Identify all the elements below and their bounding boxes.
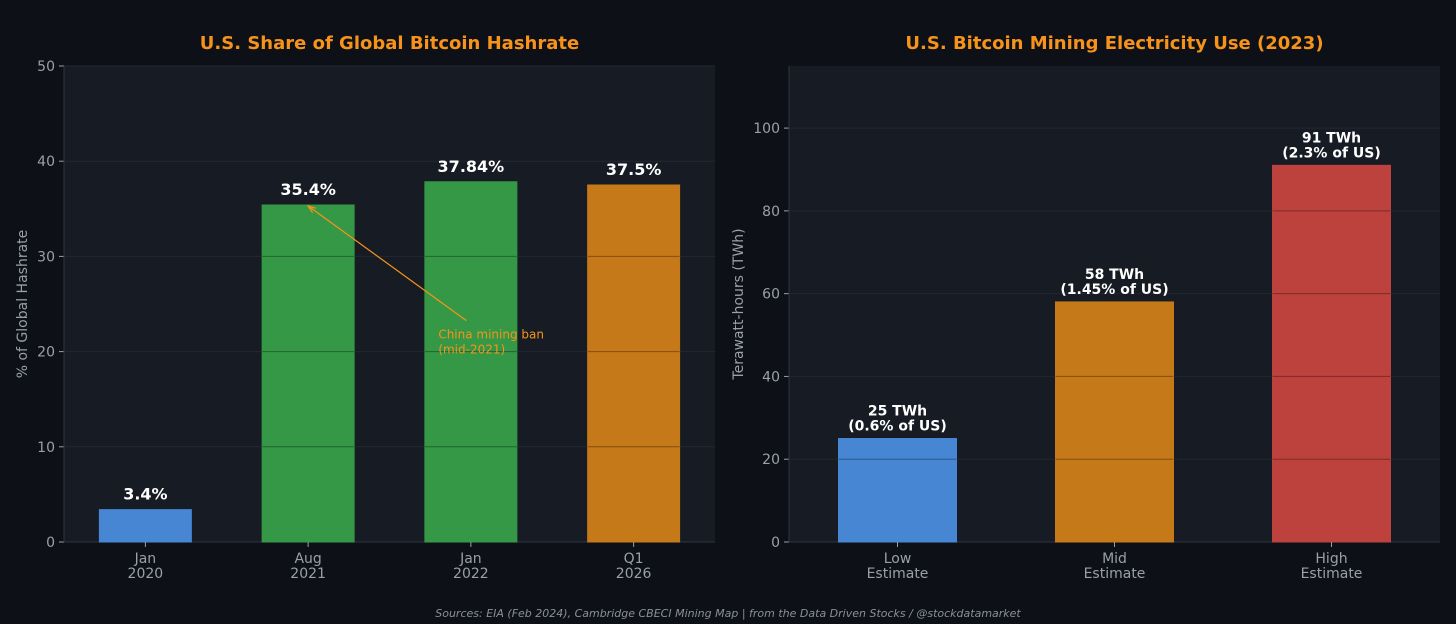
electricity-chart: U.S. Bitcoin Mining Electricity Use (202… — [731, 33, 1440, 582]
y-tick-label: 20 — [37, 345, 55, 361]
x-tick-label: Jan — [459, 551, 482, 567]
bar — [1272, 164, 1391, 543]
y-tick-label: 20 — [762, 452, 780, 468]
y-tick-label: 0 — [46, 535, 55, 551]
data-label: 25 TWh — [868, 404, 927, 420]
x-tick-label: Q1 — [624, 551, 644, 567]
bar — [587, 184, 681, 543]
x-tick-label: Estimate — [867, 566, 929, 582]
data-label: (2.3% of US) — [1282, 145, 1381, 161]
data-label: 91 TWh — [1302, 130, 1361, 146]
bar — [1055, 301, 1174, 543]
x-tick-label: 2022 — [453, 566, 489, 582]
chart-title: U.S. Bitcoin Mining Electricity Use (202… — [905, 33, 1323, 54]
x-tick-label: 2020 — [128, 566, 164, 582]
y-axis-label: Terawatt-hours (TWh) — [731, 228, 747, 380]
x-tick-label: High — [1315, 551, 1347, 567]
annotation-arrow — [307, 205, 467, 322]
data-label: 58 TWh — [1085, 267, 1144, 283]
y-tick-label: 40 — [762, 369, 780, 385]
x-tick-label: Estimate — [1301, 566, 1363, 582]
x-tick-label: Low — [884, 551, 912, 567]
source-note: Sources: EIA (Feb 2024), Cambridge CBECI… — [435, 607, 1021, 620]
data-label: 35.4% — [280, 180, 336, 199]
y-tick-label: 100 — [753, 121, 780, 137]
y-axis-label: % of Global Hashrate — [15, 230, 31, 379]
y-tick-label: 60 — [762, 287, 780, 303]
data-label: 37.84% — [438, 157, 505, 176]
bar — [261, 204, 355, 543]
y-tick-label: 10 — [37, 440, 55, 456]
x-tick-label: Mid — [1102, 551, 1127, 567]
y-tick-label: 80 — [762, 204, 780, 220]
x-tick-label: Aug — [294, 551, 321, 567]
y-tick-label: 50 — [37, 59, 55, 75]
y-tick-label: 30 — [37, 249, 55, 265]
x-tick-label: Jan — [134, 551, 157, 567]
bar — [98, 509, 192, 543]
x-tick-label: 2026 — [616, 566, 652, 582]
bar — [424, 181, 518, 543]
hashrate-chart: U.S. Share of Global Bitcoin Hashrate 0 10… — [15, 33, 715, 582]
annotation-text: China mining ban — [438, 328, 544, 342]
bar — [838, 438, 957, 543]
y-tick-label: 0 — [771, 535, 780, 551]
annotation-arrowhead — [306, 204, 316, 213]
data-label: (1.45% of US) — [1060, 282, 1168, 298]
annotation-text: (mid-2021) — [438, 343, 505, 357]
x-tick-label: Estimate — [1084, 566, 1146, 582]
data-label: 37.5% — [606, 160, 662, 179]
chart-title: U.S. Share of Global Bitcoin Hashrate — [200, 33, 579, 54]
data-label: (0.6% of US) — [848, 419, 947, 435]
y-tick-label: 40 — [37, 154, 55, 170]
data-label: 3.4% — [123, 485, 167, 504]
x-tick-label: 2021 — [290, 566, 326, 582]
